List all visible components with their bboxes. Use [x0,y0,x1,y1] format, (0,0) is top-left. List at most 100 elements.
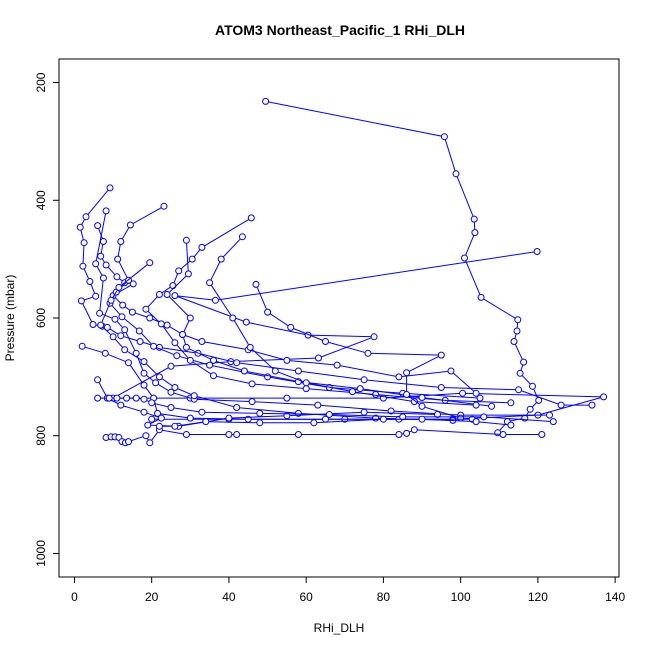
data-point [146,259,154,267]
data-point [155,291,163,298]
plot-frame [58,58,620,578]
data-point [140,408,148,416]
data-point [248,380,256,388]
data-point [529,382,536,390]
data-point [256,419,264,427]
data-point [470,215,478,223]
data-point [360,376,368,384]
data-point [113,273,121,281]
data-point [142,432,150,440]
data-point [457,414,465,422]
data-point [210,372,217,380]
data-point [146,439,154,447]
data-point [135,327,143,335]
y-tick-label: 600 [34,308,48,328]
series-10 [252,280,465,422]
data-point [182,431,190,438]
data-point [77,297,85,305]
x-axis: 0 20 40 60 80 100 120 140 [71,576,625,604]
data-point [294,367,302,375]
data-point [264,308,272,316]
data-point [459,389,467,397]
data-point [206,279,214,287]
data-point [121,326,129,334]
data-point [452,170,460,178]
data-point [184,270,192,278]
data-point [538,431,546,438]
data-point [418,402,426,410]
data-point [287,323,295,331]
data-point [82,213,90,221]
data-point [96,309,104,317]
data-point [102,261,110,269]
data-point [102,207,110,215]
data-point [150,342,158,350]
data-point [155,373,163,381]
data-point [499,431,507,438]
data-point [89,321,97,328]
data-point [106,184,114,192]
data-point [283,394,291,402]
data-point [395,431,403,438]
data-point [283,356,291,364]
y-tick-label: 800 [34,425,48,445]
data-point [140,358,148,366]
data-point [471,229,479,237]
data-point [472,401,480,409]
data-point [169,282,177,290]
data-point [271,367,279,375]
series-11 [97,259,457,424]
data-point [188,255,196,263]
data-point [136,338,144,345]
series-1 [262,97,543,437]
data-point [94,394,102,402]
data-point [349,388,356,396]
data-point [526,405,534,413]
data-point [322,338,329,345]
data-point [132,394,140,402]
data-point [173,352,181,360]
data-point [186,314,194,322]
data-point [211,296,219,304]
series-line [97,225,477,394]
series-line [95,210,550,416]
data-point [148,399,156,407]
data-point [92,292,100,300]
data-point [437,351,445,359]
data-point [126,221,134,229]
data-point [148,415,156,423]
data-point [242,318,250,326]
data-point [399,413,407,421]
data-point [418,415,426,423]
data-point [107,296,115,304]
data-point [507,399,515,407]
data-point [403,391,411,398]
data-point [210,356,217,364]
data-point [395,373,403,381]
data-point [480,413,488,421]
data-point [157,320,165,328]
data-point [515,386,523,394]
data-point [403,429,411,437]
data-point [117,401,125,409]
data-point [80,239,88,247]
y-tick-label: 1000 [34,540,48,567]
data-point [118,313,126,321]
x-tick-label: 60 [299,590,313,604]
data-point [128,308,136,316]
data-point [182,236,190,244]
data-point [294,431,302,438]
series-line [209,236,477,406]
data-point [477,293,485,301]
data-point [379,415,387,423]
data-point [76,223,84,231]
data-point [410,426,418,434]
data-point [302,385,310,393]
data-point [252,280,260,288]
data-point [302,379,310,387]
data-point [167,362,175,370]
data-point [121,346,129,354]
data-point [114,255,122,263]
data-point [198,408,206,416]
